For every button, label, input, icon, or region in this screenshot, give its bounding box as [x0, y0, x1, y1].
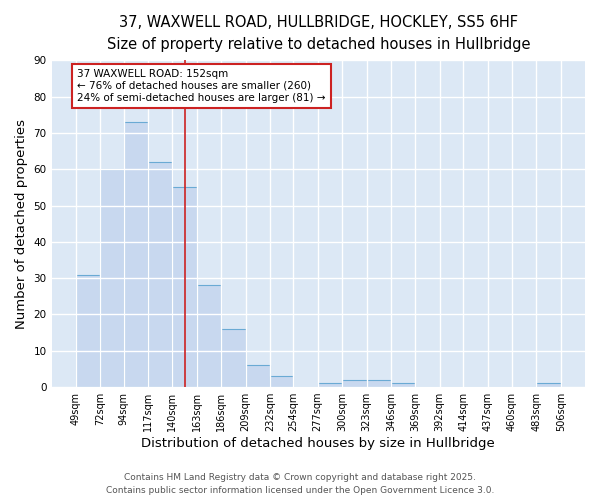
Bar	[270, 376, 293, 387]
Bar	[148, 162, 172, 387]
Bar	[172, 188, 197, 387]
Bar	[245, 366, 270, 387]
Y-axis label: Number of detached properties: Number of detached properties	[15, 118, 28, 328]
Bar	[76, 274, 100, 387]
Bar	[536, 384, 561, 387]
Title: 37, WAXWELL ROAD, HULLBRIDGE, HOCKLEY, SS5 6HF
Size of property relative to deta: 37, WAXWELL ROAD, HULLBRIDGE, HOCKLEY, S…	[107, 15, 530, 52]
Bar	[318, 384, 342, 387]
Bar	[391, 384, 415, 387]
Bar	[367, 380, 391, 387]
Bar	[342, 380, 367, 387]
Bar	[221, 329, 245, 387]
Text: Contains HM Land Registry data © Crown copyright and database right 2025.
Contai: Contains HM Land Registry data © Crown c…	[106, 474, 494, 495]
Bar	[197, 286, 221, 387]
Text: 37 WAXWELL ROAD: 152sqm
← 76% of detached houses are smaller (260)
24% of semi-d: 37 WAXWELL ROAD: 152sqm ← 76% of detache…	[77, 70, 325, 102]
Bar	[124, 122, 148, 387]
X-axis label: Distribution of detached houses by size in Hullbridge: Distribution of detached houses by size …	[142, 437, 495, 450]
Bar	[100, 169, 124, 387]
